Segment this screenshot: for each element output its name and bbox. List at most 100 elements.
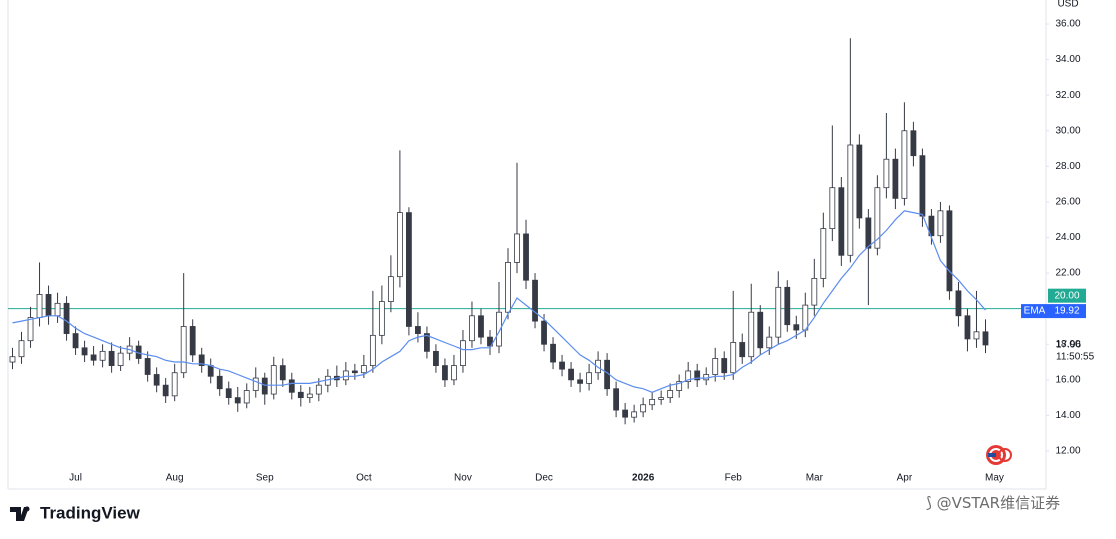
candle-body xyxy=(378,301,385,336)
candle-body xyxy=(541,320,547,345)
candle-body xyxy=(748,311,755,358)
candle-body xyxy=(829,187,836,230)
candle-body xyxy=(18,340,25,358)
candle-body xyxy=(27,317,34,342)
candle-body xyxy=(739,342,746,358)
candle-body xyxy=(424,333,430,352)
candle-body xyxy=(460,340,466,366)
y-tick-label: 14.00 xyxy=(1055,410,1080,421)
candle-body xyxy=(910,130,917,157)
candle-body xyxy=(928,215,935,237)
candle-body xyxy=(54,302,61,317)
y-tick-label: 18.00 xyxy=(1055,339,1080,350)
candle-body xyxy=(937,210,944,237)
candle-body xyxy=(9,356,16,363)
candle-body xyxy=(207,365,214,377)
candle-body xyxy=(982,331,989,346)
x-tick-label: Oct xyxy=(356,473,372,484)
candle-body xyxy=(712,358,719,375)
ema-name-bg xyxy=(1021,304,1048,319)
candle-body xyxy=(36,294,43,318)
candle-body xyxy=(478,315,484,338)
candle-body xyxy=(225,388,232,399)
candle-body xyxy=(847,144,854,256)
ema-value-bg xyxy=(1048,304,1086,319)
candle-body xyxy=(730,342,737,374)
candle-body xyxy=(189,326,196,356)
candle-body xyxy=(550,343,556,363)
candle-body xyxy=(72,333,79,349)
candle-body xyxy=(883,158,890,189)
y-tick-label: 12.00 xyxy=(1055,446,1080,457)
watermark-text: @VSTAR维信证券 xyxy=(937,494,1060,512)
candle-body xyxy=(955,290,962,317)
ema-name: EMA xyxy=(1024,306,1046,317)
candle-body xyxy=(946,210,953,292)
candle-body xyxy=(865,217,872,249)
candle-body xyxy=(270,365,277,395)
price-line-label: 20.00 xyxy=(1054,290,1079,301)
candle-body xyxy=(360,365,367,374)
y-tick-label: 32.00 xyxy=(1055,90,1080,101)
candle-body xyxy=(514,233,520,263)
candle-body xyxy=(667,390,674,399)
candle-body xyxy=(90,354,97,361)
x-tick-label: 2026 xyxy=(632,473,655,484)
candle-body xyxy=(469,315,475,342)
ema-line xyxy=(12,210,986,393)
candle-body xyxy=(892,158,899,199)
flag-icon xyxy=(986,445,1012,465)
candle-body xyxy=(793,324,800,331)
countdown: 11:50:55 xyxy=(1056,352,1095,363)
candle-body xyxy=(505,262,511,313)
x-tick-label: May xyxy=(985,473,1004,484)
candle-body xyxy=(622,409,629,418)
x-tick-label: Aug xyxy=(166,473,184,484)
candle-body xyxy=(99,350,106,361)
candle-body xyxy=(396,212,403,278)
x-tick-label: Dec xyxy=(535,473,553,484)
candle-body xyxy=(451,365,457,381)
candle-body xyxy=(649,399,656,406)
candle-body xyxy=(198,354,205,366)
candle-body xyxy=(252,377,259,391)
candle-body xyxy=(577,379,583,384)
y-tick-label: 26.00 xyxy=(1055,197,1080,208)
price-line-label-bg xyxy=(1048,288,1086,303)
candle-body xyxy=(487,336,493,347)
candle-body xyxy=(901,130,908,199)
x-tick-label: Mar xyxy=(806,473,824,484)
candle-body xyxy=(162,384,169,397)
ema-value-label: 19.92 xyxy=(1054,306,1079,317)
candle-body xyxy=(595,359,601,374)
candle-body xyxy=(144,358,151,375)
candle-body xyxy=(153,374,160,386)
candle-body xyxy=(108,350,115,366)
candle-body xyxy=(216,375,223,390)
candle-body xyxy=(532,279,538,322)
candle-body xyxy=(820,228,827,279)
x-tick-label: Nov xyxy=(454,473,472,484)
candle-body xyxy=(406,212,412,327)
candle-body xyxy=(351,370,358,374)
candle-body xyxy=(387,276,394,302)
x-tick-label: Feb xyxy=(725,473,743,484)
x-tick-label: Apr xyxy=(897,473,913,484)
candle-body xyxy=(279,365,286,381)
candle-body xyxy=(874,187,881,249)
watermark: ⟆ @VSTAR维信证券 xyxy=(926,494,1060,512)
brand-logo xyxy=(10,506,30,521)
candle-body xyxy=(559,361,565,370)
y-tick-label: 30.00 xyxy=(1055,125,1080,136)
candle-body xyxy=(964,315,971,340)
candle-body xyxy=(442,365,448,381)
candle-body xyxy=(306,393,313,399)
candle-body xyxy=(685,370,692,383)
candle-body xyxy=(243,390,250,404)
candle-body xyxy=(676,381,683,391)
x-tick-label: Sep xyxy=(256,473,274,484)
candle-body xyxy=(45,294,52,317)
candle-body xyxy=(81,347,88,356)
